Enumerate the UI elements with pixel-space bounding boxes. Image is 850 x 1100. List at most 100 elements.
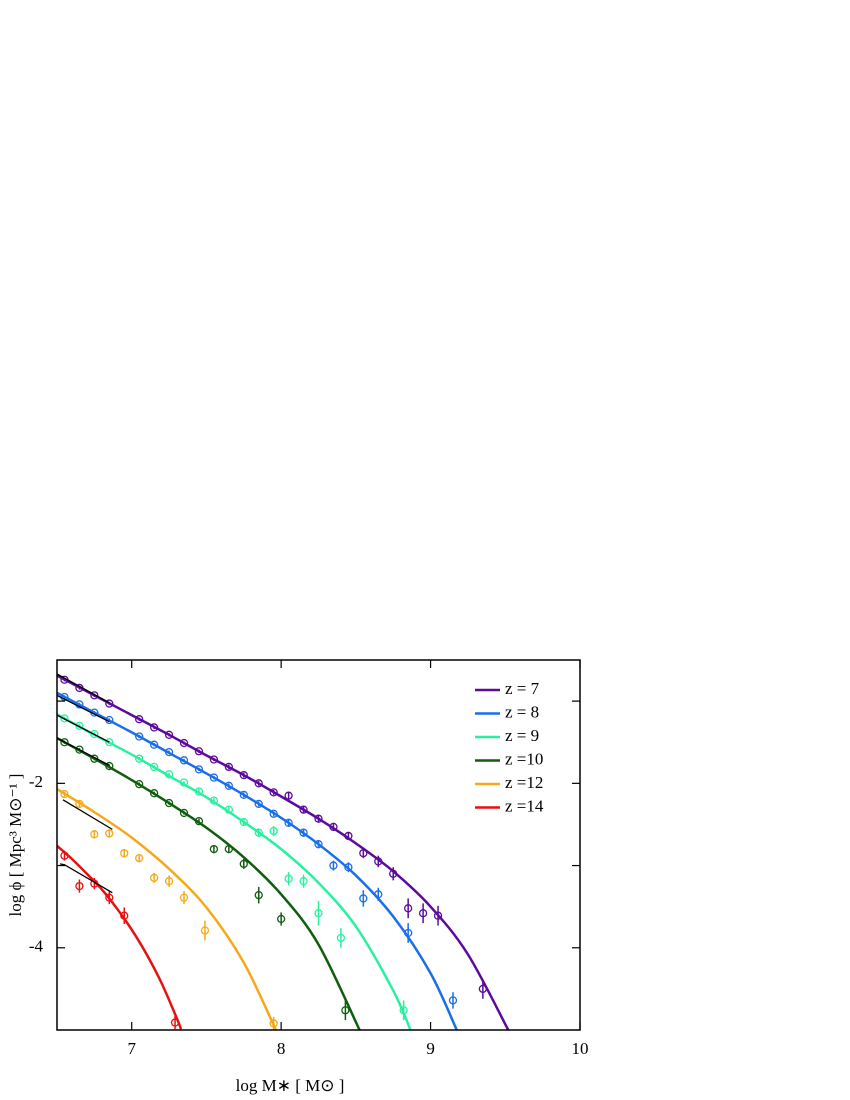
reference-line — [57, 714, 110, 743]
data-point — [269, 826, 278, 836]
data-point — [149, 740, 159, 749]
data-point — [433, 911, 443, 920]
x-tick-label: 10 — [572, 1039, 589, 1058]
data-point — [239, 770, 248, 780]
x-tick-label: 8 — [277, 1039, 286, 1058]
legend-label: z = 9 — [505, 726, 539, 745]
data-point — [299, 877, 308, 886]
data-point — [164, 730, 174, 739]
data-point — [75, 745, 84, 754]
data-point — [90, 830, 99, 839]
y-axis-label: log ϕ [ Mpc³ M⊙⁻¹ ] — [6, 774, 25, 917]
data-point — [60, 851, 69, 860]
data-point — [75, 721, 84, 730]
plot-area — [57, 673, 510, 1030]
fit-curve — [57, 691, 459, 1030]
data-point — [135, 732, 144, 741]
data-point — [209, 755, 219, 764]
data-point — [135, 854, 144, 863]
data-point — [135, 715, 144, 724]
data-point — [164, 747, 174, 757]
legend-label: z = 7 — [505, 679, 540, 698]
data-point — [276, 914, 286, 924]
data-point — [284, 818, 293, 827]
data-point — [164, 877, 174, 886]
x-tick-label: 9 — [426, 1039, 435, 1058]
data-point — [120, 849, 129, 858]
reference-line — [57, 737, 110, 766]
data-point — [149, 873, 159, 883]
data-point — [105, 761, 114, 771]
data-point — [254, 828, 263, 837]
data-point — [90, 729, 99, 739]
data-point — [179, 893, 189, 902]
data-point — [239, 790, 248, 799]
data-point — [149, 789, 159, 798]
legend-label: z =12 — [505, 773, 543, 792]
reference-line — [59, 863, 113, 894]
legend-label: z =10 — [505, 749, 543, 768]
data-point — [254, 799, 263, 809]
y-tick-label: -4 — [29, 937, 44, 956]
data-point — [194, 817, 204, 826]
data-point — [60, 789, 69, 799]
reference-line — [57, 694, 110, 723]
data-point — [149, 723, 159, 732]
data-point — [269, 1019, 278, 1028]
data-point — [329, 822, 338, 832]
data-point — [478, 984, 488, 994]
data-point — [90, 691, 99, 700]
data-point — [359, 894, 368, 903]
data-point — [224, 805, 233, 814]
data-point — [60, 714, 69, 723]
data-point — [254, 891, 263, 900]
data-point — [374, 857, 383, 866]
data-point — [120, 911, 129, 920]
data-point — [179, 778, 189, 787]
fit-curve — [57, 844, 183, 1030]
data-point — [314, 840, 323, 849]
data-point — [200, 926, 210, 935]
data-point — [269, 788, 278, 797]
x-axis-label: log M∗ [ M⊙ ] — [236, 1076, 345, 1095]
data-point — [254, 779, 263, 788]
data-point — [418, 909, 428, 918]
reference-line — [57, 673, 110, 704]
legend-label: z =14 — [505, 796, 544, 815]
data-point — [284, 874, 293, 883]
data-point — [194, 747, 204, 756]
data-point — [374, 890, 383, 899]
data-point — [179, 738, 189, 748]
data-point — [75, 799, 84, 809]
legend-label: z = 8 — [505, 702, 539, 721]
data-point — [105, 893, 114, 902]
data-point — [404, 904, 413, 913]
plot-frame — [56, 659, 581, 1031]
data-point — [314, 814, 323, 823]
data-point — [448, 996, 458, 1005]
data-point — [194, 787, 204, 796]
data-point — [209, 773, 219, 782]
data-point — [336, 933, 346, 943]
data-point — [314, 909, 323, 918]
data-point — [60, 738, 69, 747]
fit-curve — [57, 788, 278, 1030]
fit-curve — [57, 713, 412, 1030]
data-point — [284, 791, 293, 800]
data-point — [269, 809, 278, 818]
data-point — [404, 928, 413, 938]
fit-curve — [57, 674, 510, 1030]
data-point — [341, 1006, 350, 1015]
data-point — [399, 1006, 408, 1015]
data-point — [224, 762, 233, 772]
data-point — [170, 1018, 180, 1027]
data-point — [135, 754, 144, 763]
data-point — [75, 881, 84, 891]
data-point — [239, 859, 248, 869]
data-point — [359, 849, 368, 858]
data-point — [344, 863, 353, 872]
data-point — [299, 828, 308, 837]
data-point — [224, 844, 233, 854]
